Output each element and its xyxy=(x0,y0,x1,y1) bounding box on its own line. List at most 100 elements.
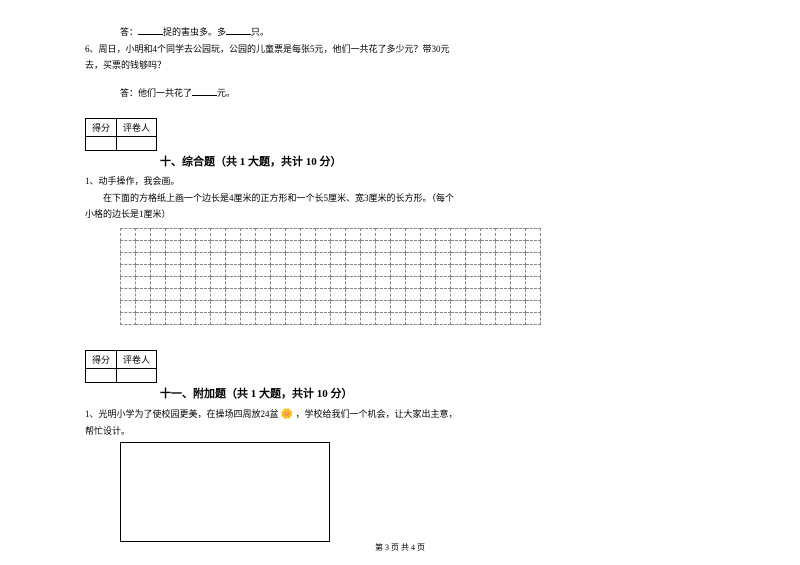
grid-cell xyxy=(256,312,271,324)
grid-cell xyxy=(511,252,526,264)
grid-cell xyxy=(436,276,451,288)
grid-cell xyxy=(226,264,241,276)
grid-cell xyxy=(331,240,346,252)
grid-cell xyxy=(526,252,541,264)
grid-cell xyxy=(136,264,151,276)
grid-cell xyxy=(136,252,151,264)
grid-cell xyxy=(286,300,301,312)
grid-cell xyxy=(466,264,481,276)
grid-cell xyxy=(331,264,346,276)
grid-cell xyxy=(151,252,166,264)
grid-cell xyxy=(406,264,421,276)
grid-cell xyxy=(181,240,196,252)
s10-q1-detail2: 小格的边长是1厘米） xyxy=(85,209,171,219)
grid-cell xyxy=(406,240,421,252)
s10-q1-detail: 在下面的方格纸上画一个边长是4厘米的正方形和一个长5厘米、宽3厘米的长方形。（每… xyxy=(103,193,454,203)
grid-cell xyxy=(436,300,451,312)
score-header2b: 评卷人 xyxy=(117,350,157,368)
score-header1b: 得分 xyxy=(86,350,117,368)
grid-cell xyxy=(496,312,511,324)
grid-cell xyxy=(256,240,271,252)
grid-cell xyxy=(421,264,436,276)
grid-cell xyxy=(226,288,241,300)
score-cell1 xyxy=(86,137,117,151)
grid-cell xyxy=(511,288,526,300)
grid-cell xyxy=(256,252,271,264)
grid-cell xyxy=(286,228,301,240)
grid-cell xyxy=(286,240,301,252)
grid-cell xyxy=(121,276,136,288)
grid-cell xyxy=(151,300,166,312)
grid-cell xyxy=(346,240,361,252)
q6-answer-prefix: 答： xyxy=(120,88,138,98)
grid-cell xyxy=(226,276,241,288)
grid-cell xyxy=(226,228,241,240)
grid-cell xyxy=(256,276,271,288)
s11-q1-text2: ，学校给我们一个机会，让大家出主意， xyxy=(295,409,457,419)
grid-cell xyxy=(136,228,151,240)
grid-cell xyxy=(121,300,136,312)
grid-cell xyxy=(316,288,331,300)
grid-cell xyxy=(436,252,451,264)
grid-cell xyxy=(211,300,226,312)
grid-cell xyxy=(526,276,541,288)
grid-cell xyxy=(286,312,301,324)
grid-cell xyxy=(226,312,241,324)
grid-cell xyxy=(481,312,496,324)
grid-cell xyxy=(466,312,481,324)
grid-cell xyxy=(331,252,346,264)
grid-cell xyxy=(121,252,136,264)
grid-cell xyxy=(241,276,256,288)
grid-cell xyxy=(241,288,256,300)
grid-cell xyxy=(301,288,316,300)
grid-cell xyxy=(496,240,511,252)
grid-cell xyxy=(211,312,226,324)
grid-cell xyxy=(481,300,496,312)
grid-cell xyxy=(181,288,196,300)
grid-cell xyxy=(391,264,406,276)
grid-cell xyxy=(121,288,136,300)
grid-cell xyxy=(496,276,511,288)
grid-cell xyxy=(301,228,316,240)
grid-cell xyxy=(151,288,166,300)
grid-cell xyxy=(151,312,166,324)
grid-cell xyxy=(481,228,496,240)
grid-cell xyxy=(361,288,376,300)
score-header1: 得分 xyxy=(86,119,117,137)
grid-cell xyxy=(451,252,466,264)
q5-text2: 只。 xyxy=(251,27,269,37)
grid-cell xyxy=(166,312,181,324)
grid-cell xyxy=(211,252,226,264)
grid-cell xyxy=(526,264,541,276)
grid-cell xyxy=(526,312,541,324)
grid-cell xyxy=(346,276,361,288)
grid-cell xyxy=(406,312,421,324)
grid-cell xyxy=(241,252,256,264)
grid-cell xyxy=(436,312,451,324)
grid-cell xyxy=(406,276,421,288)
grid-cell xyxy=(511,300,526,312)
flower-icon: 🌼 xyxy=(281,407,293,422)
grid-cell xyxy=(496,264,511,276)
grid-cell xyxy=(196,240,211,252)
grid-cell xyxy=(316,300,331,312)
grid-cell xyxy=(451,264,466,276)
grid-cell xyxy=(496,252,511,264)
grid-cell xyxy=(226,240,241,252)
s11-q1-text1: 光明小学为了使校园更美，在操场四周放24盆 xyxy=(99,409,279,419)
grid-cell xyxy=(211,264,226,276)
grid-cell xyxy=(226,252,241,264)
grid-cell xyxy=(166,276,181,288)
score-table-1: 得分 评卷人 xyxy=(85,118,157,151)
grid-cell xyxy=(346,264,361,276)
grid-cell xyxy=(271,312,286,324)
grid-cell xyxy=(151,228,166,240)
grid-cell xyxy=(391,252,406,264)
grid-cell xyxy=(421,276,436,288)
grid-cell xyxy=(136,312,151,324)
grid-cell xyxy=(511,312,526,324)
grid-cell xyxy=(256,300,271,312)
page-footer: 第 3 页 共 4 页 xyxy=(0,542,800,553)
grid-cell xyxy=(361,312,376,324)
grid-cell xyxy=(181,312,196,324)
